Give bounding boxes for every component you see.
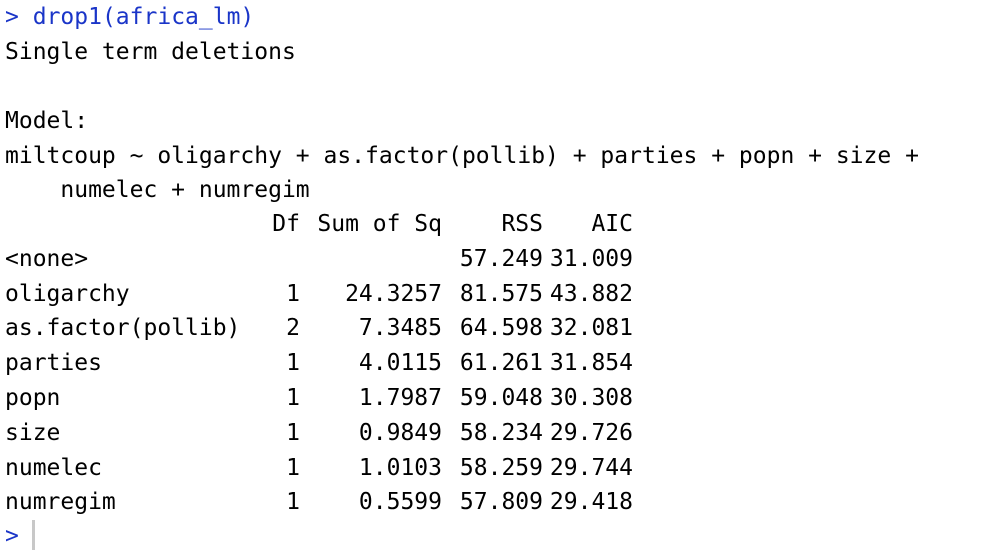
cell-aic: 31.854 xyxy=(549,350,633,377)
cell-aic: 30.308 xyxy=(549,384,633,411)
cell-rss: 81.575 xyxy=(459,280,543,307)
cell-aic: 29.418 xyxy=(549,489,633,516)
table-row: popn 1 1.7987 59.048 30.308 xyxy=(5,381,633,416)
cell-aic: 32.081 xyxy=(549,315,633,342)
cell-sumsq: 0.5599 xyxy=(358,489,442,516)
cell-term: size xyxy=(5,419,61,446)
cell-aic: 29.744 xyxy=(549,454,633,481)
cell-term: numelec xyxy=(5,454,102,481)
cell-sumsq: 1.7987 xyxy=(358,384,442,411)
cell-term: parties xyxy=(5,350,102,377)
table-row: size 1 0.9849 58.234 29.726 xyxy=(5,416,633,451)
cell-sumsq: 7.3485 xyxy=(358,315,442,342)
cell-df: 1 xyxy=(286,419,300,446)
cell-term: oligarchy xyxy=(5,280,130,307)
table-header-row: Df Sum of Sq RSS AIC xyxy=(5,207,633,242)
command-line: > drop1(africa_lm) xyxy=(5,0,254,35)
formula-line-1: miltcoup ~ oligarchy + as.factor(pollib)… xyxy=(5,143,919,169)
cell-rss: 58.234 xyxy=(459,419,543,446)
table-row: as.factor(pollib) 2 7.3485 64.598 32.081 xyxy=(5,311,633,346)
cell-sumsq: 4.0115 xyxy=(358,350,442,377)
header-aic: AIC xyxy=(591,211,633,237)
cell-df: 1 xyxy=(286,454,300,481)
cell-sumsq xyxy=(300,242,442,277)
drop1-table: Df Sum of Sq RSS AIC <none> 57.249 31.009 o… xyxy=(5,207,633,520)
cell-df: 1 xyxy=(286,384,300,411)
model-label: Model: xyxy=(5,108,89,134)
cell-rss: 58.259 xyxy=(459,454,543,481)
table-row: oligarchy 1 24.3257 81.575 43.882 xyxy=(5,277,633,312)
input-prompt-symbol: > xyxy=(5,523,19,549)
cell-df: 2 xyxy=(286,315,300,342)
cell-term: numregim xyxy=(5,489,116,516)
cell-sumsq: 24.3257 xyxy=(345,280,442,307)
prompt-symbol: > xyxy=(5,4,19,30)
cell-term: popn xyxy=(5,384,61,411)
cell-sumsq: 1.0103 xyxy=(358,454,442,481)
cell-df xyxy=(260,242,300,277)
cell-rss: 61.261 xyxy=(459,350,543,377)
cell-term: <none> xyxy=(5,245,89,272)
table-row: parties 1 4.0115 61.261 31.854 xyxy=(5,346,633,381)
cell-df: 1 xyxy=(286,350,300,377)
cell-df: 1 xyxy=(286,489,300,516)
text-cursor xyxy=(32,520,35,550)
cell-rss: 57.249 xyxy=(459,245,543,272)
table-row: numregim 1 0.5599 57.809 29.418 xyxy=(5,485,633,520)
cell-term: as.factor(pollib) xyxy=(5,315,241,342)
header-term xyxy=(5,207,260,242)
cell-aic: 43.882 xyxy=(549,280,633,307)
command-text: drop1(africa_lm) xyxy=(32,4,255,30)
cell-aic: 29.726 xyxy=(549,419,633,446)
input-line[interactable]: > xyxy=(5,519,19,554)
table-row: <none> 57.249 31.009 xyxy=(5,242,633,277)
cell-df: 1 xyxy=(286,280,300,307)
cell-rss: 57.809 xyxy=(459,489,543,516)
table-body: <none> 57.249 31.009 oligarchy 1 24.3257 81.57… xyxy=(5,242,633,520)
formula-line-2: numelec + numregim xyxy=(5,177,310,203)
cell-sumsq: 0.9849 xyxy=(358,419,442,446)
cell-rss: 64.598 xyxy=(459,315,543,342)
header-df: Df xyxy=(272,211,300,237)
header-sumsq: Sum of Sq xyxy=(317,211,442,237)
cell-rss: 59.048 xyxy=(459,384,543,411)
header-rss: RSS xyxy=(501,211,543,237)
output-heading: Single term deletions xyxy=(5,39,296,65)
table-row: numelec 1 1.0103 58.259 29.744 xyxy=(5,451,633,486)
cell-aic: 31.009 xyxy=(549,245,633,272)
